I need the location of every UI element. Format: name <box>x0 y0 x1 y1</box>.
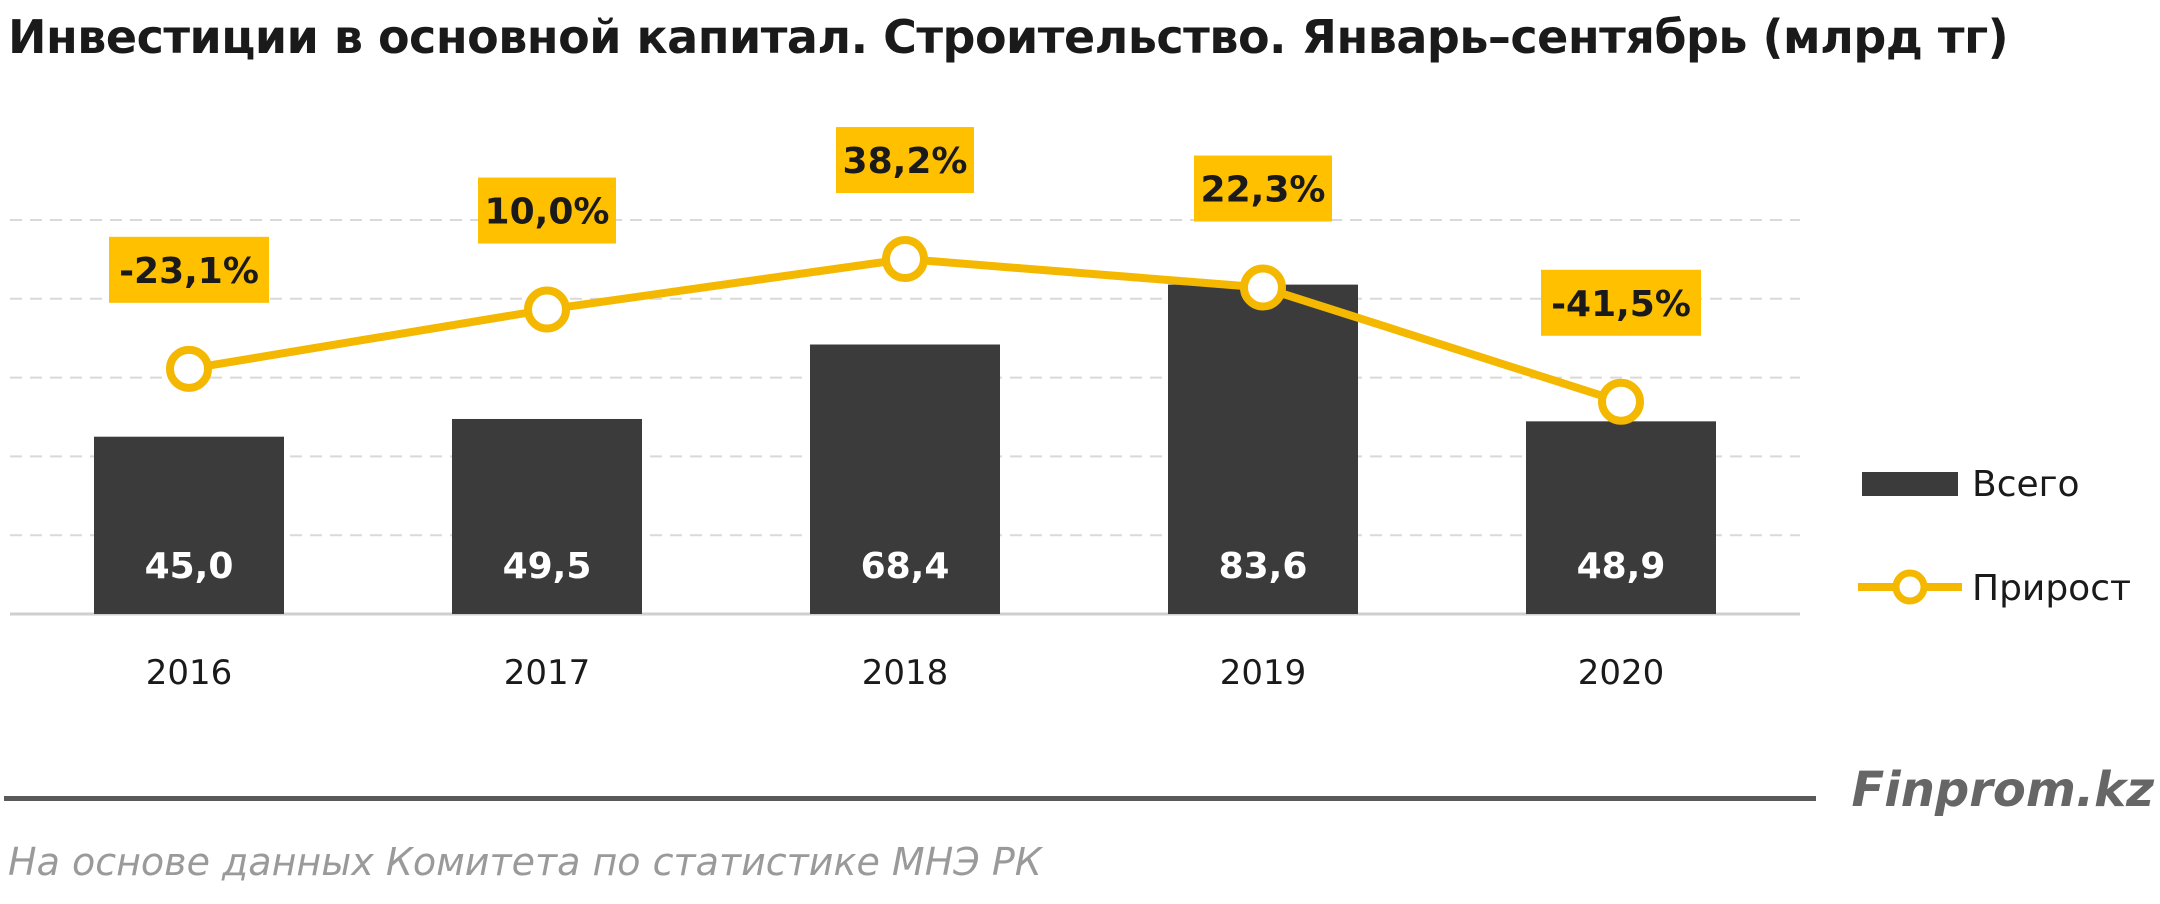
legend-label-growth: Прирост <box>1972 568 2131 609</box>
x-tick-label: 2019 <box>1220 653 1307 693</box>
bar-value-label: 48,9 <box>1577 546 1666 587</box>
x-axis-ticks: 2016 2017 2018 2019 2020 <box>146 653 1665 693</box>
bar-value-label: 83,6 <box>1219 546 1308 587</box>
growth-label-box <box>109 236 269 303</box>
growth-label-box <box>836 127 974 194</box>
growth-label: 38,2% <box>843 141 968 182</box>
bar-2020 <box>1526 421 1716 614</box>
growth-point-2017 <box>524 286 570 333</box>
x-tick-label: 2016 <box>146 653 233 693</box>
growth-point-2018 <box>882 236 928 283</box>
growth-point-2019 <box>1240 264 1286 311</box>
growth-label: 10,0% <box>485 192 610 233</box>
x-tick-label: 2017 <box>504 653 591 693</box>
legend-label-total: Всего <box>1972 464 2080 505</box>
footer-rule <box>4 796 1816 801</box>
growth-label: -41,5% <box>1551 284 1691 325</box>
x-tick-label: 2020 <box>1578 653 1665 693</box>
x-tick-label: 2018 <box>862 653 949 693</box>
growth-label-box <box>1194 155 1332 222</box>
growth-point-2020 <box>1598 378 1644 425</box>
growth-label-box <box>1541 269 1701 336</box>
chart-title: Инвестиции в основной капитал. Строитель… <box>8 10 2009 64</box>
bar-2018 <box>810 344 1000 614</box>
growth-label: 22,3% <box>1201 170 1326 211</box>
bar-2017 <box>452 418 642 614</box>
source-note: На основе данных Комитета по статистике … <box>8 840 1042 884</box>
legend: Всего Прирост <box>1858 464 2131 609</box>
legend-swatch-growth-marker <box>1892 569 1928 605</box>
bar-value-label: 49,5 <box>503 546 592 587</box>
legend-swatch-total <box>1862 472 1958 496</box>
growth-label-box <box>478 177 616 244</box>
bar-value-label: 68,4 <box>861 546 950 587</box>
brand-logo: Finprom.kz <box>1851 762 2154 818</box>
bar-2019 <box>1168 284 1358 614</box>
growth-label: -23,1% <box>119 251 259 292</box>
growth-line: -23,1% 10,0% 38,2% 22,3% -41,5% <box>109 127 1701 425</box>
growth-point-2016 <box>166 345 212 392</box>
bar-value-label: 45,0 <box>145 546 234 587</box>
bar-2016 <box>94 436 284 614</box>
bars: 45,0 49,5 68,4 83,6 48,9 <box>94 284 1716 614</box>
